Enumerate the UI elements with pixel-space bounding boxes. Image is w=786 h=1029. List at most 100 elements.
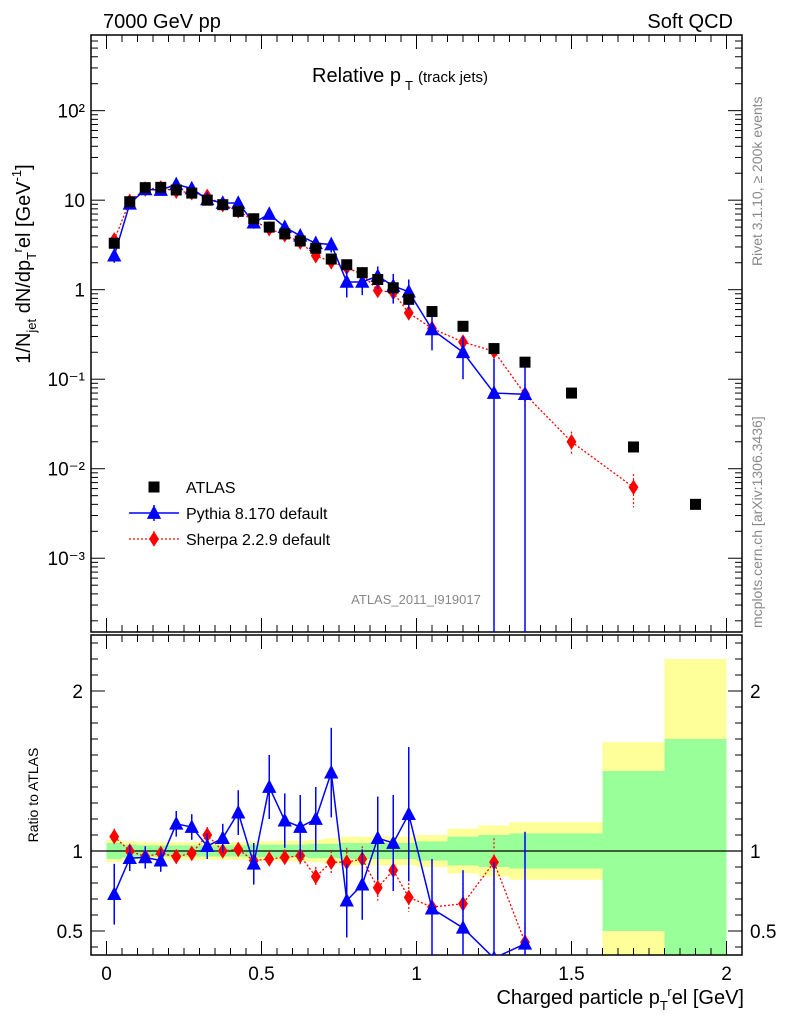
ratio-pythia-point (138, 849, 153, 864)
ratio-pythia-point (455, 920, 471, 934)
ratio-sherpa-point (109, 828, 120, 845)
svg-text:1/Njet dN/dpTrel [GeV-1]: 1/Njet dN/dpTrel [GeV-1] (9, 164, 39, 363)
ratio-y-tick-label: 0.5 (750, 922, 776, 943)
ratio-pythia-point (491, 950, 497, 955)
ratio-sherpa-point (264, 851, 275, 867)
y-tick-label: 10⁻¹ (48, 370, 86, 391)
ratio-y-tick-label: 1 (72, 842, 83, 863)
ratio-pythia-point (107, 886, 122, 901)
band-inner-bin (664, 739, 727, 955)
atlas-point (488, 343, 500, 355)
legend-atlas-marker (148, 481, 160, 493)
ratio-sherpa-point (341, 854, 352, 870)
ratio-y-tick-label: 1 (750, 842, 761, 863)
ratio-sherpa-point (171, 848, 182, 865)
ratio-pythia-point (277, 812, 292, 827)
x-axis-label-main: Charged particle p (496, 987, 659, 1009)
ratio-pythia-point (184, 819, 199, 833)
atlas-point (108, 237, 120, 249)
atlas-point (341, 259, 353, 271)
ratio-y-tick-label: 2 (72, 682, 83, 703)
ratio-pythia-point (401, 806, 416, 821)
ratio-sherpa-point (279, 849, 290, 866)
x-axis-label-suffix: el [GeV] (672, 987, 744, 1009)
atlas-point (457, 320, 469, 332)
x-tick-label: 0.5 (248, 964, 274, 985)
x-tick-label: 1.5 (558, 964, 584, 985)
ratio-pythia-point (308, 811, 323, 825)
x-axis-label: Charged particle pTrel [GeV] (496, 984, 744, 1013)
sherpa-point (628, 479, 639, 496)
ratio-pythia-point (246, 856, 261, 870)
atlas-point (263, 221, 275, 233)
mcplots-reference-label: mcplots.cern.ch [arXiv:1306.3436] (749, 416, 765, 628)
pythia-point (107, 247, 122, 262)
ratio-pythia-point (293, 819, 308, 833)
chart-title-suffix: (track jets) (418, 69, 488, 86)
sherpa-point (566, 433, 577, 450)
atlas-point (248, 213, 260, 225)
sherpa-point (403, 305, 414, 321)
ratio-pythia-point (153, 852, 168, 867)
ratio-sherpa-point (310, 868, 321, 885)
y-tick-label: 10⁻² (48, 460, 86, 481)
ratio-y-axis-label: Ratio to ATLAS (25, 748, 41, 843)
ratio-pythia-point (424, 900, 440, 915)
header-process-label: Soft QCD (647, 11, 733, 33)
analysis-id-label: ATLAS_2011_I919017 (351, 592, 481, 607)
pythia-point (324, 236, 339, 251)
pythia-point (355, 274, 370, 288)
ratio-y-tick-label: 2 (750, 682, 761, 703)
atlas-point (628, 441, 639, 453)
svg-text:Charged particle pTrel [GeV]: Charged particle pTrel [GeV] (496, 984, 744, 1013)
ratio-pythia-point (339, 892, 354, 907)
ratio-pythia-point (355, 876, 370, 891)
atlas-point (139, 182, 151, 194)
chart-title-sub: T (405, 78, 413, 93)
atlas-point (170, 184, 182, 196)
ratio-sherpa-point (233, 841, 244, 858)
ratio-pythia-point (169, 816, 184, 830)
atlas-point (403, 293, 415, 305)
pythia-point (486, 385, 502, 399)
rivet-version-label: Rivet 3.1.10, ≥ 200k events (749, 96, 765, 266)
header-energy-label: 7000 GeV pp (103, 11, 221, 33)
atlas-point (279, 228, 291, 240)
ratio-pythia-point (324, 764, 339, 779)
chart-title: Relative p T (track jets) (312, 65, 488, 93)
ratio-series-group (107, 727, 533, 955)
ratio-sherpa-point (403, 889, 414, 906)
ratio-pythia-point (200, 838, 215, 853)
pythia-point (455, 344, 471, 359)
atlas-point (519, 356, 531, 368)
atlas-point (372, 273, 384, 285)
pythia-point (339, 274, 354, 288)
y-tick-label: 10⁻³ (48, 549, 86, 570)
legend-entry-label: Pythia 8.170 default (186, 506, 328, 523)
chart-title-main: Relative p (312, 65, 401, 87)
ratio-pythia-line (113, 772, 526, 955)
ratio-sherpa-point (186, 845, 197, 862)
atlas-point (566, 387, 577, 399)
atlas-point (155, 181, 167, 193)
ratio-pythia-point (231, 804, 246, 819)
sherpa-line (113, 187, 634, 488)
x-tick-label: 1 (411, 964, 422, 985)
y-tick-label: 10² (58, 102, 85, 123)
pythia-point (262, 206, 277, 220)
atlas-point (124, 196, 136, 208)
x-tick-label: 0 (101, 964, 112, 985)
ratio-sherpa-point (326, 854, 337, 870)
pythia-point (517, 386, 533, 401)
ratio-sherpa-line (113, 834, 526, 943)
pythia-point (424, 321, 440, 336)
y-tick-label: 1 (74, 281, 85, 302)
ratio-pythia-point (370, 830, 385, 845)
y-tick-label: 10 (64, 191, 85, 212)
main-y-axis-label: 1/Njet dN/dpTrel [GeV-1] (9, 164, 39, 363)
legend-entry-label: ATLAS (186, 480, 236, 497)
pythia-point (231, 195, 246, 209)
atlas-point (201, 194, 213, 206)
atlas-point (186, 187, 198, 199)
